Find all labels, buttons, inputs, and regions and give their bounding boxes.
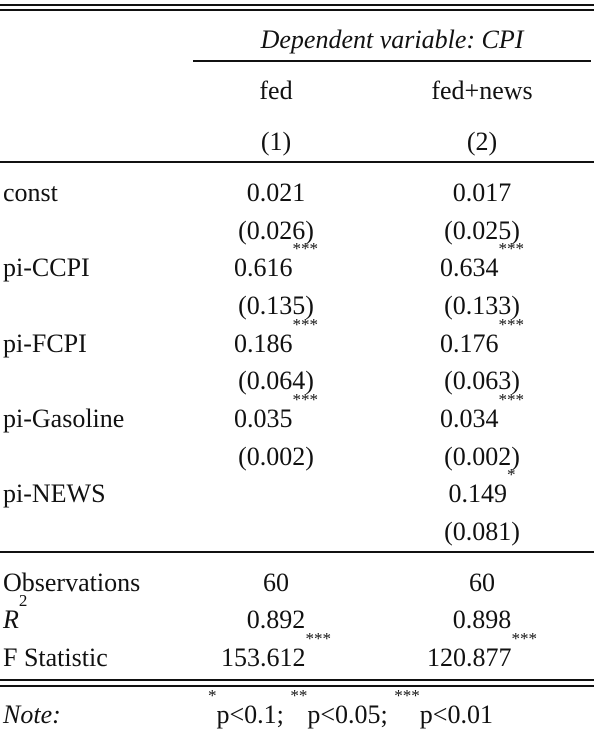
observations-col2: 60 (469, 568, 495, 597)
note-label: Note: (3, 700, 61, 729)
se-pi-news-col2: (0.081) (444, 517, 520, 546)
col1-number: (1) (260, 127, 292, 156)
coef-pi-ccpi-col1: 0.616*** (234, 239, 318, 282)
row-label-pi-fcpi: pi-FCPI (3, 329, 87, 358)
row-label-pi-gasoline: pi-Gasoline (3, 404, 125, 433)
se-pi-gasoline-col2: (0.002) (444, 442, 520, 471)
col1-name: fed (259, 76, 293, 105)
top-rule-1 (0, 4, 594, 6)
coef-bottom-rule (0, 551, 594, 553)
dependent-variable-caption: Dependent variable: CPI (260, 25, 524, 54)
coef-const-col1: 0.021 (246, 178, 306, 207)
f-statistic-label: F Statistic (3, 643, 108, 672)
coef-const-col2: 0.017 (452, 178, 512, 207)
coef-pi-ccpi-col2: 0.634*** (440, 239, 524, 282)
r-squared-col2: 0.898 (452, 605, 512, 634)
col2-name: fed+news (431, 76, 533, 105)
bottom-rule-2 (0, 685, 594, 687)
se-const-col2: (0.025) (444, 216, 520, 245)
coef-pi-fcpi-col2: 0.176*** (440, 315, 524, 358)
se-pi-ccpi-col2: (0.133) (444, 291, 520, 320)
se-pi-fcpi-col1: (0.064) (238, 366, 314, 395)
observations-label: Observations (3, 568, 141, 597)
header-underline (193, 60, 591, 62)
coef-pi-gasoline-col2: 0.034*** (440, 390, 524, 433)
row-label-pi-ccpi: pi-CCPI (3, 253, 90, 282)
row-label-pi-news: pi-NEWS (3, 479, 106, 508)
f-statistic-col2: 120.877*** (427, 629, 537, 672)
se-const-col1: (0.026) (238, 216, 314, 245)
observations-col1: 60 (263, 568, 289, 597)
coef-pi-gasoline-col1: 0.035*** (234, 390, 318, 433)
se-pi-fcpi-col2: (0.063) (444, 366, 520, 395)
col2-number: (2) (466, 127, 498, 156)
bottom-rule-1 (0, 679, 594, 681)
row-label-const: const (3, 178, 58, 207)
top-rule-2 (0, 9, 594, 11)
header-bottom-rule (0, 161, 594, 163)
significance-note: *p<0.1; **p<0.05; ***p<0.01 (208, 686, 493, 729)
se-pi-gasoline-col1: (0.002) (238, 442, 314, 471)
r-squared-label: R2 (3, 591, 28, 634)
r-squared-col1: 0.892 (246, 605, 306, 634)
se-pi-ccpi-col1: (0.135) (238, 291, 314, 320)
coef-pi-news-col2: 0.149* (448, 465, 516, 508)
coef-pi-fcpi-col1: 0.186*** (234, 315, 318, 358)
f-statistic-col1: 153.612*** (221, 629, 331, 672)
